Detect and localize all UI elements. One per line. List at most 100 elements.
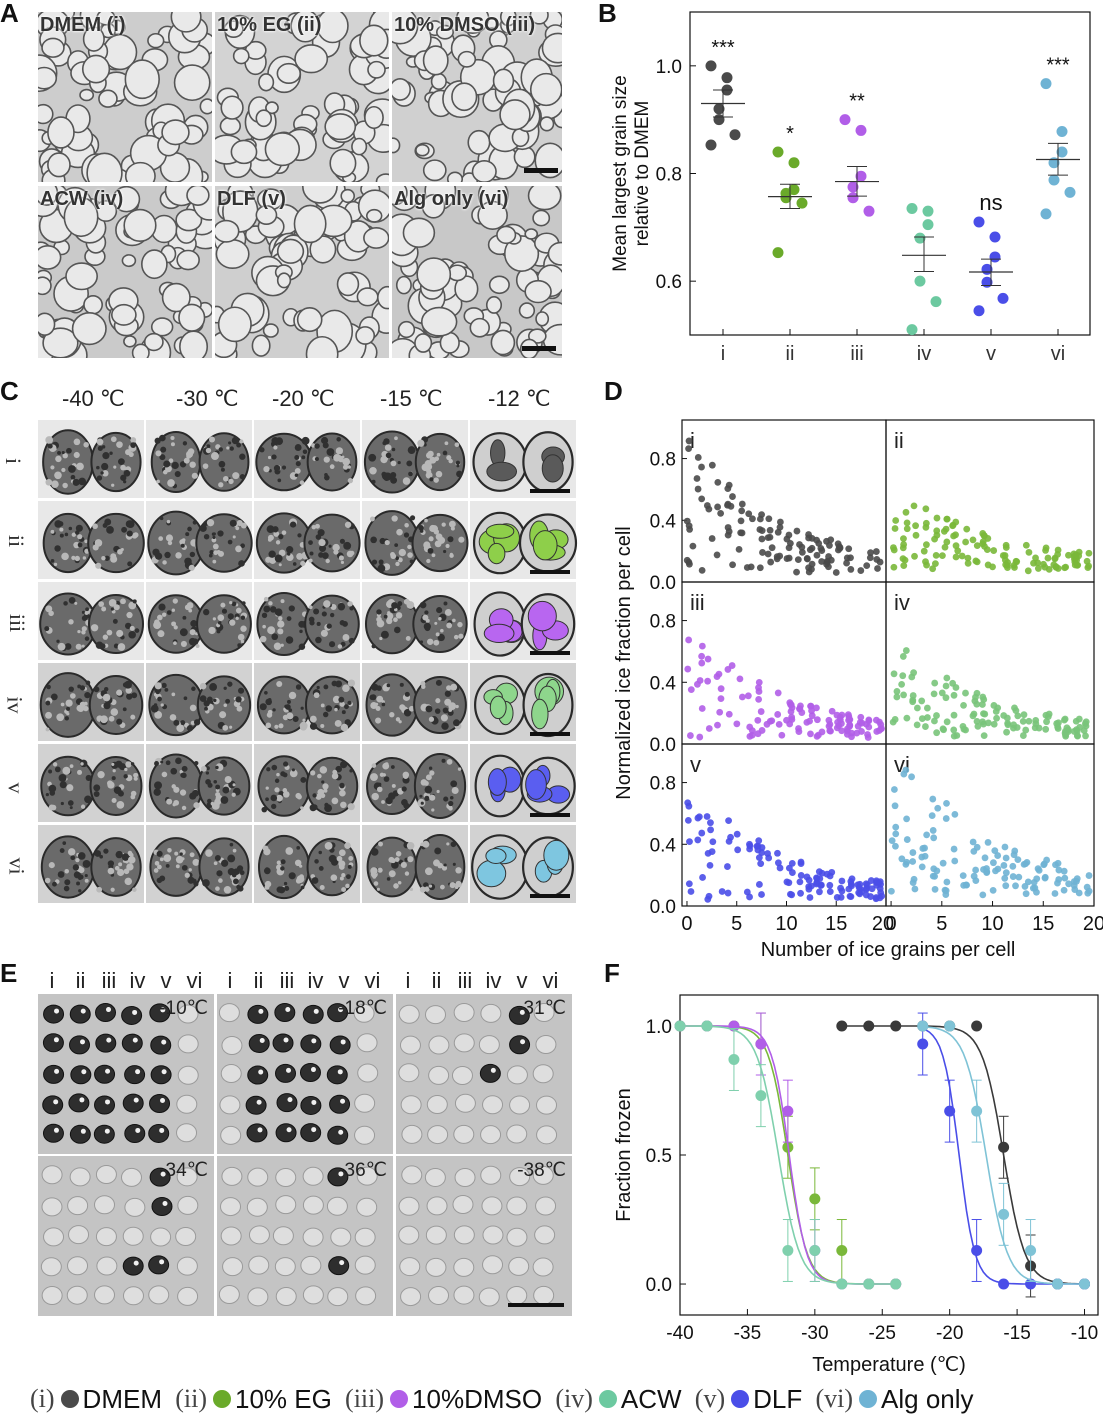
data-point — [909, 698, 917, 706]
data-point — [911, 552, 918, 560]
cell-speckle — [236, 705, 243, 712]
cell-speckle — [162, 469, 168, 475]
cell-speckle — [375, 717, 382, 724]
ice-grain — [392, 12, 419, 45]
data-point — [1032, 554, 1039, 562]
cell-speckle — [406, 842, 415, 850]
cell-speckle — [228, 478, 234, 485]
cell-speckle — [64, 868, 70, 874]
cell-speckle — [271, 454, 277, 460]
data-point — [888, 887, 895, 895]
data-point — [714, 503, 722, 511]
cell-speckle — [347, 477, 354, 484]
data-point — [705, 60, 717, 72]
data-point — [847, 181, 859, 193]
ice-grain-overlay — [485, 848, 507, 864]
cell-speckle — [371, 479, 376, 484]
data-point — [1041, 874, 1049, 882]
cell-speckle — [66, 784, 74, 792]
data-point — [931, 872, 939, 880]
data-point — [855, 124, 867, 136]
cell-speckle — [318, 865, 324, 871]
cell-speckle — [294, 467, 301, 474]
cell-image — [254, 501, 361, 579]
cell-speckle — [190, 720, 195, 726]
cell-speckle — [116, 689, 123, 696]
cell-speckle — [157, 696, 162, 702]
cell-speckle — [390, 765, 395, 769]
cell-speckle — [181, 772, 187, 779]
data-point — [698, 495, 706, 503]
cell-speckle — [228, 780, 236, 789]
cell-speckle — [427, 547, 434, 554]
temp-header: -30 ℃ — [176, 386, 239, 411]
cell-speckle — [384, 444, 392, 451]
droplet-highlight — [133, 1260, 139, 1266]
cell-speckle — [190, 620, 198, 628]
cell-speckle — [323, 788, 328, 793]
frozen-droplet — [329, 1094, 351, 1114]
cell-speckle — [120, 474, 127, 481]
cell-speckle — [129, 625, 135, 631]
cell-speckle — [180, 640, 187, 647]
cell-speckle — [403, 532, 410, 538]
droplet — [221, 1166, 243, 1186]
cell-speckle — [343, 541, 352, 550]
cell-speckle — [111, 762, 115, 766]
data-point — [912, 531, 920, 539]
cell-speckle — [231, 601, 237, 607]
cell-speckle — [229, 725, 233, 729]
cell-speckle — [240, 625, 247, 632]
cell-speckle — [238, 560, 245, 567]
ice-grain — [255, 109, 273, 128]
cell-speckle — [179, 628, 188, 637]
data-point — [941, 543, 949, 551]
data-point — [758, 891, 765, 898]
cell-image — [38, 825, 144, 903]
cell-speckle — [130, 762, 135, 766]
data-point — [746, 893, 753, 901]
cell-speckle — [50, 529, 55, 534]
data-point — [910, 875, 918, 883]
droplet — [330, 1227, 352, 1247]
cell-speckle — [446, 455, 452, 461]
legend-dot-icon — [859, 1390, 878, 1408]
cell-speckle — [285, 847, 294, 855]
cell-speckle — [50, 559, 55, 563]
subplot-label: iv — [894, 590, 910, 615]
data-point — [714, 721, 721, 729]
cell-speckle — [75, 524, 83, 532]
cell-speckle — [154, 761, 159, 766]
cell-speckle — [224, 775, 232, 784]
droplet-highlight — [105, 1068, 111, 1074]
cell-speckle — [93, 784, 101, 792]
ice-grain — [392, 78, 411, 101]
data-point — [687, 888, 695, 895]
data-point — [738, 507, 746, 515]
cell-speckle — [312, 793, 317, 798]
cell-speckle — [46, 684, 51, 690]
cell-speckle — [68, 465, 76, 473]
cell-speckle — [429, 477, 434, 482]
cell-speckle — [450, 526, 455, 531]
cell-speckle — [239, 439, 244, 444]
cell-speckle — [68, 596, 76, 604]
cell-speckle — [130, 442, 137, 448]
cell-speckle — [380, 455, 388, 464]
data-point — [808, 544, 816, 552]
cell-speckle — [262, 624, 266, 629]
data-point — [858, 728, 865, 735]
ice-grain — [395, 275, 412, 295]
cell-speckle — [102, 693, 111, 702]
droplet — [354, 1093, 376, 1113]
ice-grain — [217, 306, 252, 343]
cell-speckle — [450, 780, 458, 788]
cell-speckle — [377, 564, 386, 573]
cell-body — [413, 753, 467, 819]
cell-speckle — [420, 779, 428, 786]
cell-speckle — [431, 525, 438, 533]
cell-speckle — [321, 611, 327, 617]
cell-speckle — [161, 682, 167, 689]
cell-speckle — [448, 702, 457, 710]
ice-grain — [524, 228, 539, 240]
